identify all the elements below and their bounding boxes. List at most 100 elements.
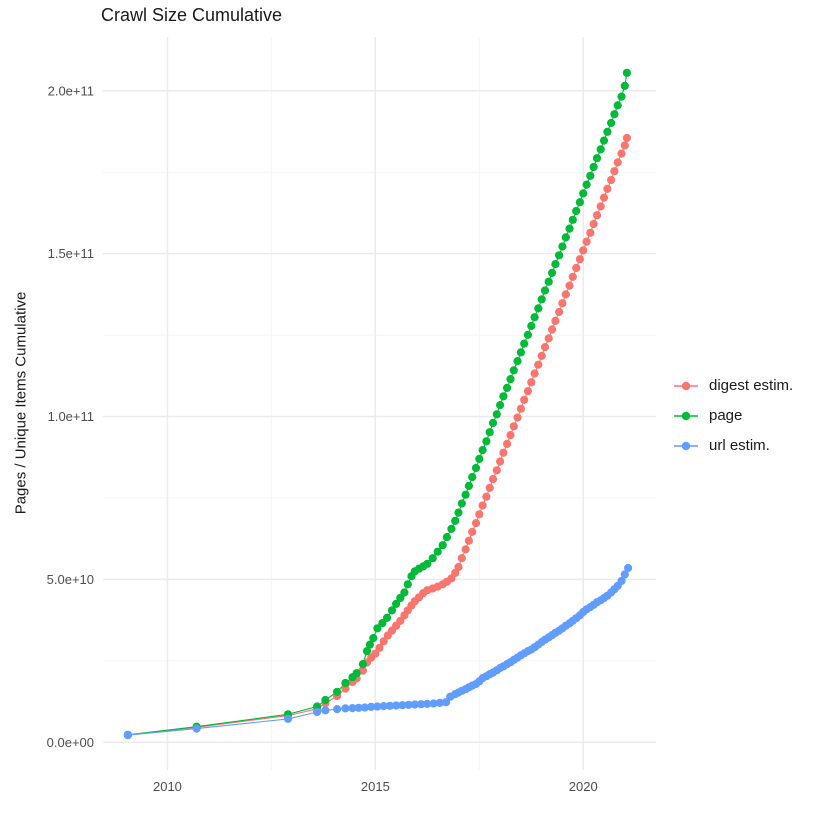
data-point [506,375,515,384]
data-point [360,703,369,712]
data-point [499,448,508,457]
data-point [438,541,447,550]
data-point [468,473,477,482]
data-point [548,325,557,334]
data-point [603,184,612,193]
data-point [392,701,401,710]
data-point [447,524,456,534]
data-point [503,383,512,392]
data-point [575,198,585,207]
data-point [620,141,629,150]
data-point [555,307,564,317]
data-point [488,475,498,484]
data-point [537,295,546,304]
data-point [551,260,560,269]
data-point [475,454,484,463]
data-point [586,228,595,237]
data-point [558,299,567,308]
data-point [622,68,632,77]
data-point [478,501,487,510]
data-point [371,649,380,658]
data-point [568,215,577,224]
data-point [499,392,508,401]
data-point [485,428,494,437]
data-point [544,277,553,286]
data-point [582,237,591,246]
data-point [488,418,498,428]
data-point [596,202,605,211]
data-point [461,490,470,499]
data-point [527,378,536,387]
data-point [435,698,444,708]
data-point [548,268,557,277]
data-point [433,547,442,556]
data-point [551,316,560,325]
data-point [568,272,577,281]
data-point [461,545,470,554]
data-point [485,483,494,492]
data-point [379,637,388,646]
data-point [582,180,591,189]
data-point [341,704,350,713]
data-point [617,149,626,158]
data-point [599,193,609,202]
data-point [561,290,570,299]
data-point [382,613,392,623]
data-point [321,695,330,705]
legend-key-line-dot-icon [674,411,698,420]
data-point [586,171,595,180]
data-point [457,499,466,508]
data-point [354,703,363,712]
data-point [358,666,367,675]
data-point [482,437,491,446]
data-point [428,554,437,563]
data-point [610,167,619,176]
y-tick-label: 1.0e+11 [48,409,94,424]
data-point [454,508,463,517]
data-point [492,466,501,475]
data-point [496,401,505,410]
data-point [509,366,518,375]
data-point [579,189,588,198]
data-point [192,724,201,733]
data-point [599,136,609,145]
x-tick-label: 2020 [569,779,598,794]
data-point [283,714,293,724]
data-point [451,516,460,525]
data-point [400,588,409,597]
data-point [613,101,622,110]
data-point [410,700,419,709]
data-point [333,687,342,696]
data-point [404,700,413,709]
legend-key-line-dot-icon [674,441,698,450]
legend-label: url estim. [709,437,770,454]
data-point [348,704,357,713]
data-point [429,699,438,708]
data-point [398,701,407,710]
data-point [592,211,602,220]
legend-key-line-dot-icon [674,381,698,390]
x-tick-label: 2015 [361,779,390,794]
data-point [624,563,633,573]
data-point [321,706,330,715]
data-point [403,580,412,589]
data-point [373,702,382,711]
data-point [513,413,522,422]
data-point [603,127,612,136]
data-point [520,395,529,404]
data-point [464,536,473,545]
data-point [423,559,432,568]
data-point [523,387,533,396]
data-point [362,647,372,656]
data-point [589,162,598,172]
data-point [575,255,585,264]
data-point [558,242,567,251]
data-point [540,343,550,352]
data-point [352,669,361,678]
data-point [596,145,605,154]
data-point [387,606,397,615]
data-point [492,410,501,419]
data-point [313,707,322,717]
data-point [530,313,539,322]
data-point [579,246,588,255]
